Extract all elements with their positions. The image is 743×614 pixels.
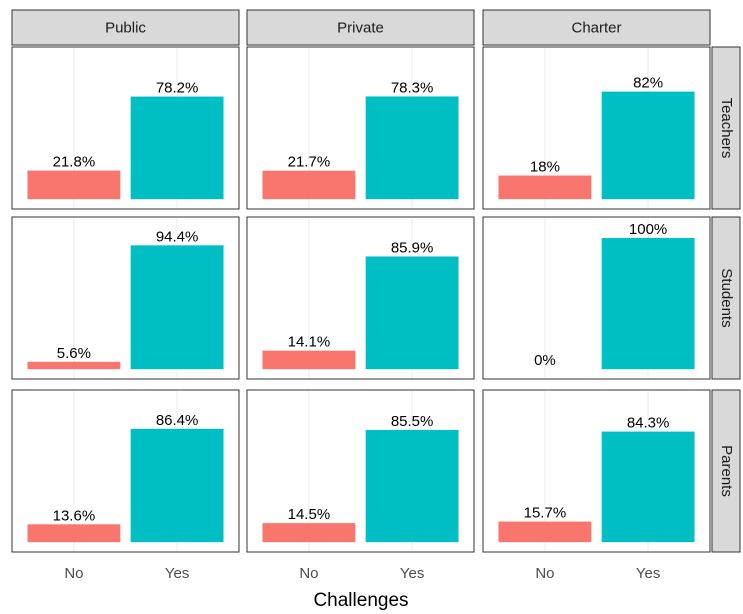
- bar: [262, 170, 356, 200]
- data-label: 21.8%: [53, 154, 96, 171]
- data-label: 21.7%: [288, 154, 331, 171]
- bar: [262, 350, 356, 370]
- bar: [262, 523, 356, 543]
- data-label: 85.5%: [391, 413, 434, 430]
- bar: [601, 91, 695, 200]
- data-label: 18%: [530, 159, 560, 176]
- bar: [365, 96, 459, 200]
- bar: [365, 430, 459, 543]
- panel-border: [11, 46, 240, 210]
- panel-border: [246, 389, 475, 553]
- data-label: 14.1%: [288, 334, 331, 351]
- x-tick-label: Yes: [165, 565, 189, 582]
- data-label: 94.4%: [156, 228, 199, 245]
- row-strip-label: Teachers: [718, 98, 735, 159]
- bar: [27, 524, 121, 543]
- bar: [130, 96, 224, 200]
- bar: [27, 170, 121, 200]
- column-strip: [482, 9, 711, 46]
- data-label: 84.3%: [627, 415, 670, 432]
- bar: [498, 521, 592, 543]
- panel-border: [482, 216, 711, 380]
- row-strip: [711, 389, 741, 553]
- column-strip-label: Charter: [571, 19, 621, 36]
- x-axis-title: Challenges: [313, 590, 408, 611]
- data-label: 100%: [629, 221, 667, 238]
- row-strip-label: Parents: [718, 445, 735, 497]
- column-strip-label: Public: [105, 19, 146, 36]
- data-label: 85.9%: [391, 239, 434, 256]
- data-label: 14.5%: [288, 506, 331, 523]
- bar: [601, 431, 695, 543]
- data-label: 0%: [534, 352, 556, 369]
- x-tick-label: Yes: [636, 565, 660, 582]
- panel-border: [11, 389, 240, 553]
- column-strip-label: Private: [337, 19, 384, 36]
- x-tick-label: No: [299, 565, 318, 582]
- panel-border: [482, 46, 711, 210]
- data-label: 86.4%: [156, 412, 199, 429]
- data-label: 15.7%: [524, 505, 567, 522]
- panel-border: [482, 389, 711, 553]
- column-strip: [246, 9, 475, 46]
- bar: [498, 175, 592, 200]
- x-tick-label: Yes: [400, 565, 424, 582]
- data-label: 78.3%: [391, 79, 434, 96]
- column-strip: [11, 9, 240, 46]
- bar: [365, 256, 459, 370]
- bar: [27, 361, 121, 370]
- bar: [130, 245, 224, 370]
- panel-border: [11, 216, 240, 380]
- data-label: 5.6%: [57, 345, 91, 362]
- x-tick-label: No: [535, 565, 554, 582]
- x-tick-label: No: [64, 565, 83, 582]
- panel-border: [246, 46, 475, 210]
- bar: [601, 237, 695, 370]
- row-strip: [711, 216, 741, 380]
- row-strip-label: Students: [718, 268, 735, 327]
- row-strip: [711, 46, 741, 210]
- data-label: 82%: [633, 75, 663, 92]
- bar: [130, 428, 224, 543]
- data-label: 78.2%: [156, 80, 199, 97]
- data-label: 13.6%: [53, 507, 96, 524]
- panel-border: [246, 216, 475, 380]
